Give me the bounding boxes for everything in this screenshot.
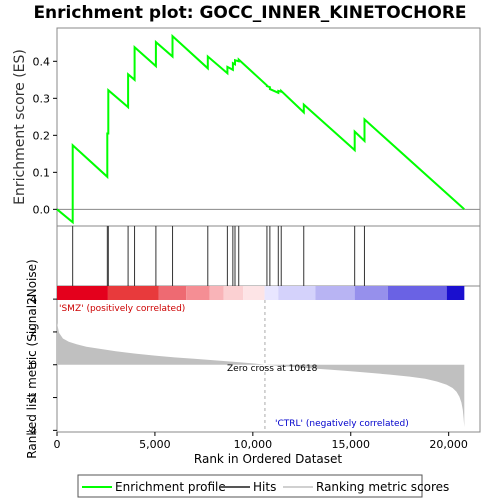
es-axis-label: Enrichment score (ES) xyxy=(12,49,28,205)
es-panel-frame xyxy=(57,28,480,226)
x-tick-label: 15,000 xyxy=(332,438,371,451)
x-tick-label: 10,000 xyxy=(234,438,273,451)
heatmap-segment xyxy=(210,286,224,300)
es-y-tick-label: 0.1 xyxy=(33,166,51,179)
es-y-tick-label: 0.3 xyxy=(33,92,51,105)
hits-panel-frame xyxy=(57,226,480,286)
heatmap-segment xyxy=(388,286,447,300)
positive-correlation-label: 'SMZ' (positively correlated) xyxy=(59,304,185,314)
heatmap-segment xyxy=(355,286,388,300)
heatmap-segment xyxy=(243,286,265,300)
es-y-tick-label: 0.2 xyxy=(33,129,51,142)
heatmap-segment xyxy=(108,286,159,300)
heatmap-segment xyxy=(316,286,355,300)
heatmap-segment xyxy=(57,286,108,300)
legend-hits-label: Hits xyxy=(253,480,276,494)
heatmap-segment xyxy=(186,286,210,300)
legend-enrichment-label: Enrichment profile xyxy=(115,480,226,494)
metric-axis-label: Ranked list metric (Signal2Noise) xyxy=(25,259,39,458)
x-tick-label: 20,000 xyxy=(429,438,468,451)
heatmap-segment xyxy=(159,286,186,300)
heatmap-segment xyxy=(447,286,465,300)
x-tick-label: 0 xyxy=(54,438,61,451)
x-axis-ticks: 0 5,000 10,000 15,000 20,000 xyxy=(54,432,468,451)
heatmap-segment xyxy=(278,286,315,300)
ranking-heatmap-bar xyxy=(57,286,464,300)
heatmap-segment xyxy=(223,286,243,300)
heatmap-segment xyxy=(265,286,279,300)
x-tick-label: 5,000 xyxy=(139,438,171,451)
chart-title: Enrichment plot: GOCC_INNER_KINETOCHORE xyxy=(33,3,466,23)
x-axis-label: Rank in Ordered Dataset xyxy=(194,452,342,466)
zero-cross-label: Zero cross at 10618 xyxy=(227,364,318,374)
es-y-tick-label: 0.4 xyxy=(33,55,51,68)
negative-correlation-label: 'CTRL' (negatively correlated) xyxy=(275,419,409,429)
es-y-ticks: 0.0 0.1 0.2 0.3 0.4 xyxy=(33,55,58,216)
es-y-tick-label: 0.0 xyxy=(33,203,51,216)
legend-metric-label: Ranking metric scores xyxy=(316,480,449,494)
